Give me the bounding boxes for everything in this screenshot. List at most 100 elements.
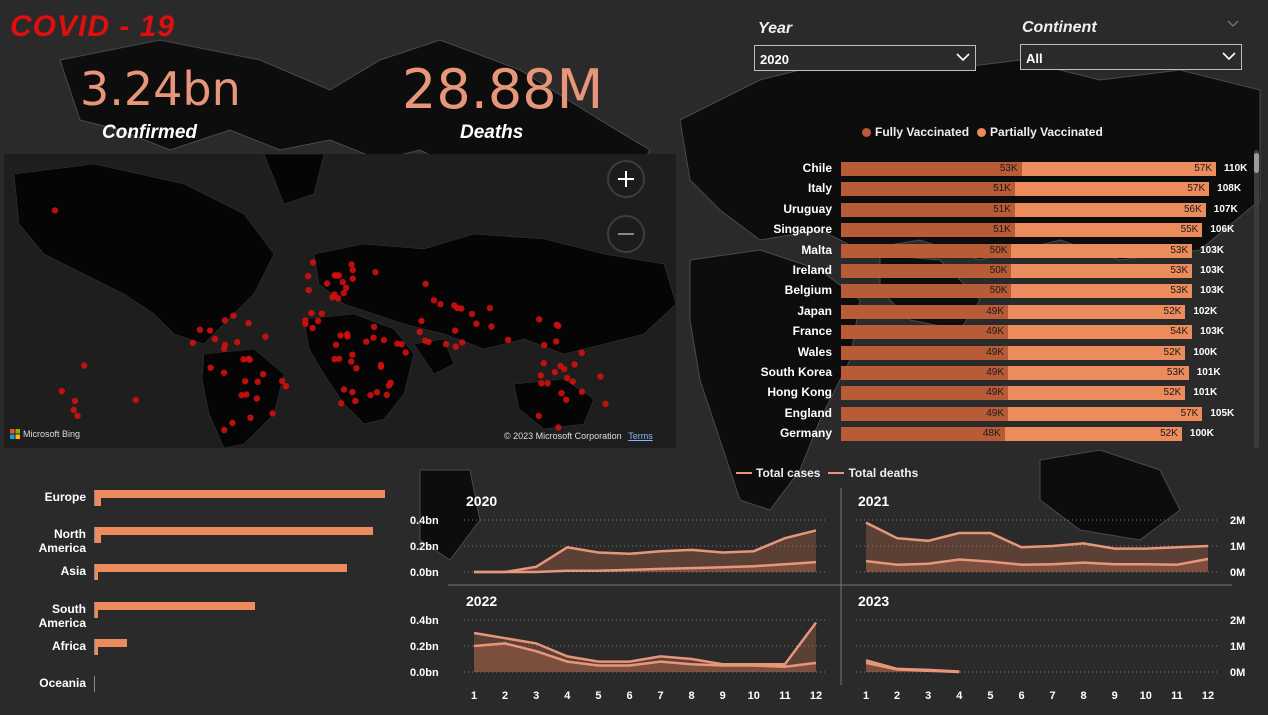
- vaccination-row[interactable]: Chile 53K 57K 110K: [680, 161, 1250, 176]
- total-vaccinated-value: 107K: [1213, 203, 1238, 215]
- fully-vaccinated-bar[interactable]: [841, 345, 1009, 360]
- continent-deaths-bar[interactable]: [95, 535, 101, 544]
- zoom-in-button[interactable]: [607, 160, 645, 198]
- map-canvas[interactable]: [4, 154, 676, 448]
- continent-cases-bar[interactable]: [95, 601, 255, 610]
- map-marker: [348, 261, 355, 268]
- map-marker: [563, 374, 571, 382]
- partially-vaccinated-bar[interactable]: [1011, 243, 1193, 258]
- country-label: France: [792, 324, 832, 339]
- fully-vaccinated-bar[interactable]: [841, 427, 1005, 442]
- continent-deaths-bar[interactable]: [95, 498, 101, 506]
- map-marker: [332, 341, 340, 348]
- partially-vaccinated-bar[interactable]: [1014, 202, 1206, 217]
- map-marker: [425, 338, 432, 346]
- partially-vaccinated-bar[interactable]: [1014, 182, 1210, 197]
- vaccination-row[interactable]: Italy 51K 57K 108K: [680, 181, 1250, 197]
- fully-vaccinated-bar[interactable]: [841, 406, 1009, 421]
- map-marker: [555, 424, 562, 431]
- year-filter-label: Year: [758, 20, 793, 37]
- map-marker: [343, 284, 350, 291]
- fully-vaccinated-bar[interactable]: [841, 264, 1012, 278]
- vaccination-row[interactable]: Hong Kong 49K 52K 101K: [680, 385, 1250, 401]
- partially-vaccinated-bar[interactable]: [1011, 264, 1193, 278]
- partially-vaccinated-bar[interactable]: [1008, 345, 1186, 360]
- continent-deaths-bar[interactable]: [95, 646, 98, 655]
- fully-vaccinated-bar[interactable]: [841, 162, 1022, 176]
- vaccination-row[interactable]: Singapore 51K 55K 106K: [680, 222, 1250, 238]
- vaccination-row[interactable]: Uruguay 51K 56K 107K: [680, 202, 1250, 217]
- terms-link[interactable]: Terms: [628, 431, 653, 441]
- vaccination-scrollbar-thumb[interactable]: [1254, 153, 1259, 173]
- continent-cases-bar[interactable]: [95, 564, 348, 573]
- continent-cases-bar[interactable]: [95, 527, 374, 536]
- vaccination-row[interactable]: Germany 48K 52K 100K: [680, 426, 1250, 442]
- panel-year-label: 2023: [858, 593, 889, 609]
- partially-vaccinated-value: 56K: [1183, 203, 1202, 215]
- continent-dropdown-value: All: [1026, 51, 1043, 66]
- partially-vaccinated-bar[interactable]: [1008, 406, 1203, 421]
- partially-vaccinated-bar[interactable]: [1008, 386, 1186, 401]
- vaccination-row[interactable]: England 49K 57K 105K: [680, 406, 1250, 421]
- fully-vaccinated-bar[interactable]: [841, 243, 1012, 258]
- fully-vaccinated-bar[interactable]: [841, 223, 1015, 238]
- vaccination-row[interactable]: South Korea 49K 53K 101K: [680, 365, 1250, 380]
- more-options-chevron-icon[interactable]: [1227, 20, 1239, 28]
- map-marker: [240, 356, 247, 363]
- partially-vaccinated-value: 53K: [1170, 244, 1189, 256]
- world-map-visual[interactable]: [4, 154, 676, 448]
- x-axis-tick: 1: [863, 690, 869, 702]
- map-marker: [309, 324, 316, 332]
- confirmed-value: 3.24bn: [80, 62, 241, 116]
- fully-vaccinated-value: 49K: [986, 407, 1005, 419]
- vaccination-row[interactable]: Wales 49K 52K 100K: [680, 345, 1250, 360]
- map-marker: [318, 310, 325, 317]
- fully-vaccinated-bar[interactable]: [841, 325, 1009, 340]
- fully-vaccinated-bar[interactable]: [841, 366, 1009, 380]
- panel-year-label: 2020: [466, 493, 497, 509]
- total-cases-line: [474, 529, 817, 574]
- partially-vaccinated-bar[interactable]: [1021, 162, 1216, 176]
- vaccination-row[interactable]: France 49K 54K 103K: [680, 324, 1250, 340]
- minus-icon: [616, 224, 636, 249]
- fully-vaccinated-bar[interactable]: [841, 182, 1015, 197]
- vaccination-row[interactable]: Belgium 50K 53K 103K: [680, 283, 1250, 299]
- partially-vaccinated-bar[interactable]: [1011, 284, 1193, 299]
- zoom-out-button[interactable]: [607, 215, 645, 253]
- continent-axis-line: [94, 676, 95, 692]
- year-dropdown[interactable]: 2020: [754, 45, 976, 71]
- partially-vaccinated-bar[interactable]: [1008, 325, 1193, 340]
- map-marker: [253, 395, 261, 402]
- x-axis-tick: 2: [502, 690, 508, 702]
- map-marker: [418, 317, 425, 325]
- vaccination-row[interactable]: Malta 50K 53K 103K: [680, 243, 1250, 258]
- fully-vaccinated-bar[interactable]: [841, 304, 1009, 319]
- vaccination-row[interactable]: Ireland 50K 53K 103K: [680, 263, 1250, 278]
- partially-vaccinated-bar[interactable]: [1008, 304, 1186, 319]
- continent-deaths-bar[interactable]: [95, 609, 98, 618]
- x-axis-tick: 3: [533, 690, 539, 702]
- partially-vaccinated-bar[interactable]: [1008, 366, 1189, 380]
- bing-attribution: Microsoft Bing: [10, 429, 80, 439]
- continent-cases-bar[interactable]: [95, 490, 385, 498]
- fully-vaccinated-bar[interactable]: [841, 386, 1009, 401]
- fully-vaccinated-value: 53K: [999, 163, 1018, 174]
- vaccination-row[interactable]: Japan 49K 52K 102K: [680, 304, 1250, 319]
- fully-vaccinated-bar[interactable]: [841, 284, 1012, 299]
- partially-vaccinated-value: 52K: [1163, 346, 1182, 358]
- trend-small-multiples[interactable]: 2020 0.0bn 0.2bn 0.4bn 2021 0M 1M 2M 2022 0.0bn 0.…: [400, 480, 1268, 715]
- fully-vaccinated-value: 49K: [986, 367, 1005, 378]
- continent-dropdown[interactable]: All: [1020, 44, 1242, 70]
- continent-deaths-bar[interactable]: [95, 572, 98, 581]
- map-marker: [442, 340, 450, 348]
- map-marker: [602, 400, 609, 407]
- confirmed-label: Confirmed: [102, 122, 197, 143]
- map-marker: [340, 289, 347, 297]
- partially-vaccinated-bar[interactable]: [1014, 223, 1203, 238]
- partially-vaccinated-bar[interactable]: [1004, 427, 1182, 442]
- map-marker: [394, 340, 401, 347]
- continent-cases-bar[interactable]: [95, 638, 127, 647]
- panel-year-label: 2021: [858, 493, 889, 509]
- fully-vaccinated-bar[interactable]: [841, 202, 1015, 217]
- vaccination-scrollbar-track[interactable]: [1254, 150, 1259, 448]
